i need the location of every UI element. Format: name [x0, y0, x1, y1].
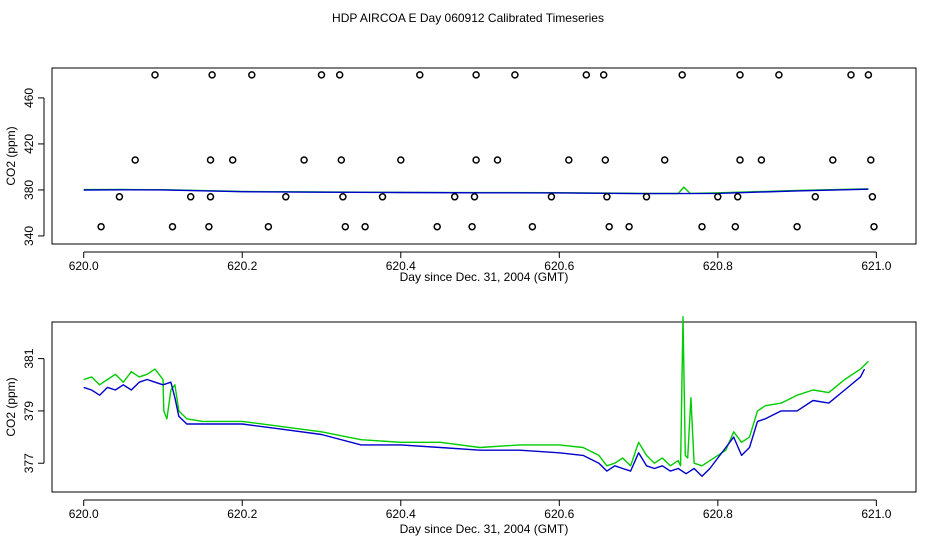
- y-axis-label-bottom: CO2 (ppm): [4, 377, 18, 436]
- calibration-point: [733, 193, 742, 201]
- y-axis-label-top: CO2 (ppm): [4, 126, 18, 185]
- calibration-point: [131, 156, 139, 164]
- x-tick-label: 620.2: [227, 507, 257, 521]
- calibration-point: [829, 156, 837, 164]
- calibration-point: [450, 193, 459, 201]
- series-line-green-bottom: [83, 316, 869, 467]
- x-tick-label: 620.8: [703, 507, 733, 521]
- calibration-point: [625, 222, 633, 231]
- calibration-point: [335, 71, 344, 79]
- calibration-point: [601, 156, 610, 164]
- calibration-point: [605, 222, 613, 231]
- calibration-point: [565, 156, 573, 164]
- calibration-point: [736, 156, 744, 164]
- y-tick-label: 340: [22, 226, 36, 246]
- calibration-point: [511, 71, 519, 79]
- calibration-point: [642, 193, 651, 201]
- panel-top: 620.0 620.2 620.4 620.6 620.8 621.0 340 380 420…: [4, 67, 917, 284]
- x-tick-label: 620.4: [386, 507, 416, 521]
- y-tick-label: 380: [22, 180, 36, 200]
- calibration-point: [582, 71, 591, 79]
- calibration-point: [300, 156, 308, 164]
- series-line-blue-top: [83, 188, 869, 195]
- calibration-point: [341, 222, 350, 231]
- calibration-point: [599, 71, 608, 79]
- calibration-point: [847, 71, 855, 79]
- calibration-point: [282, 193, 290, 201]
- x-tick-label: 620.2: [227, 259, 257, 273]
- calibration-point: [208, 71, 216, 79]
- calibration-point: [264, 222, 273, 231]
- calibration-point: [528, 222, 537, 231]
- calibration-point: [416, 71, 424, 79]
- calibration-point: [868, 193, 877, 201]
- calibration-point: [228, 156, 237, 164]
- calibration-point: [205, 222, 213, 231]
- x-axis-label-bottom: Day since Dec. 31, 2004 (GMT): [400, 522, 569, 536]
- calibration-point: [793, 222, 801, 231]
- x-tick-label: 620.6: [544, 259, 574, 273]
- calibration-point: [433, 222, 441, 231]
- calibration-point: [731, 222, 740, 231]
- x-tick-label: 620.6: [544, 507, 574, 521]
- y-axis-bottom: 377 379 381: [22, 348, 45, 473]
- x-tick-label: 620.4: [386, 259, 416, 273]
- x-tick-label: 620.0: [69, 507, 99, 521]
- calibration-point: [678, 71, 686, 79]
- calibration-point: [397, 156, 405, 164]
- panel-bottom: 620.0 620.2 620.4 620.6 620.8 621.0 377 379 381…: [4, 316, 917, 536]
- calibration-point: [206, 193, 215, 201]
- x-axis-top: 620.0 620.2 620.4 620.6 620.8 621.0: [69, 251, 892, 273]
- y-tick-label: 381: [22, 348, 36, 368]
- y-tick-label: 420: [22, 134, 36, 154]
- series-group-bottom: [83, 316, 869, 477]
- calibration-point: [378, 193, 387, 201]
- calibration-point: [698, 222, 706, 231]
- series-line-blue-bottom: [83, 368, 866, 477]
- calibration-point: [660, 156, 669, 164]
- calibration-point: [468, 222, 476, 231]
- calibration-point: [493, 156, 502, 164]
- calibration-point: [714, 193, 722, 201]
- figure-title: HDP AIRCOA E Day 060912 Calibrated Times…: [332, 11, 604, 25]
- calibration-point: [151, 71, 159, 79]
- calibration-point: [361, 222, 369, 231]
- calibration-point: [248, 71, 256, 79]
- calibration-point: [472, 156, 480, 164]
- calibration-point: [206, 156, 215, 164]
- calibration-point: [864, 71, 873, 79]
- calibration-point: [811, 193, 820, 201]
- y-tick-label: 379: [22, 401, 36, 421]
- calibration-point: [97, 222, 105, 231]
- calibration-point: [547, 193, 556, 201]
- y-tick-label: 377: [22, 453, 36, 473]
- calibration-point: [472, 71, 480, 79]
- plot-frame-top: [51, 67, 917, 245]
- calibration-point: [470, 193, 479, 201]
- x-axis-label-top: Day since Dec. 31, 2004 (GMT): [400, 270, 569, 284]
- calibration-points: [97, 71, 878, 231]
- x-tick-label: 621.0: [861, 507, 891, 521]
- calibration-point: [337, 156, 346, 164]
- x-tick-label: 620.8: [703, 259, 733, 273]
- x-axis-bottom: 620.0 620.2 620.4 620.6 620.8 621.0: [69, 499, 892, 521]
- calibration-point: [339, 193, 347, 201]
- plot-frame-bottom: [51, 321, 917, 493]
- calibration-point: [115, 193, 124, 201]
- series-group-top: [83, 186, 869, 195]
- x-tick-label: 620.0: [69, 259, 99, 273]
- x-tick-label: 621.0: [861, 259, 891, 273]
- calibration-point: [603, 193, 611, 201]
- calibration-point: [775, 71, 783, 79]
- calibration-point: [757, 156, 766, 164]
- y-tick-label: 460: [22, 88, 36, 108]
- calibration-point: [870, 222, 878, 231]
- calibration-point: [317, 71, 326, 79]
- y-axis-top: 340 380 420 460: [22, 88, 45, 246]
- calibration-point: [186, 193, 195, 201]
- calibration-point: [736, 71, 744, 79]
- calibration-point: [168, 222, 177, 231]
- calibration-point: [867, 156, 875, 164]
